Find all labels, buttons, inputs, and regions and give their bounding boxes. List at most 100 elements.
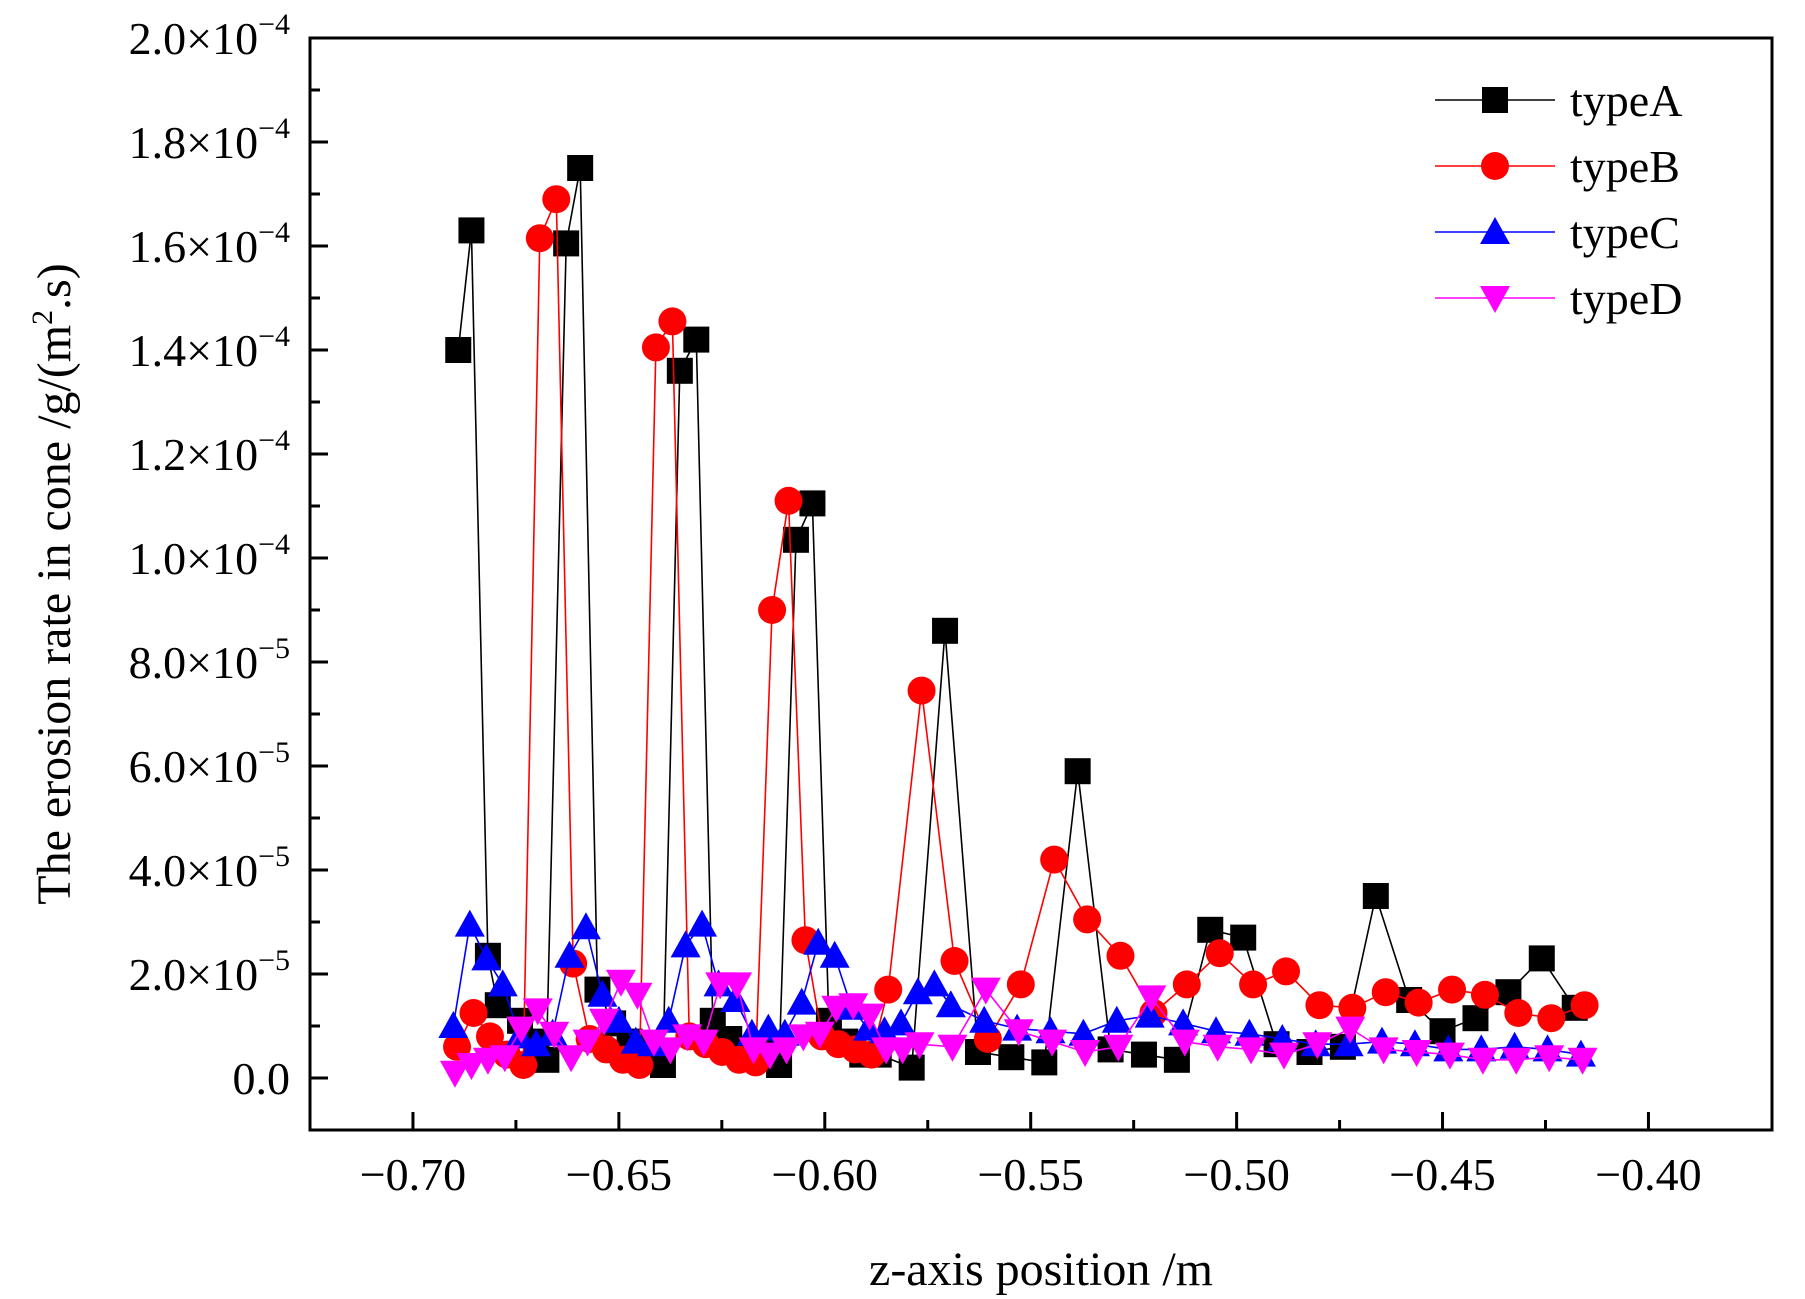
y-tick-label: 6.0×10−5 <box>129 736 290 792</box>
x-tick-label: −0.55 <box>977 1149 1083 1200</box>
data-point-typeA-37 <box>1230 924 1257 951</box>
data-point-typeD-27 <box>887 1037 918 1065</box>
data-point-typeC-22 <box>803 927 834 955</box>
data-point-typeC-19 <box>753 1013 784 1041</box>
y-tick-label: 1.4×10−4 <box>129 320 290 376</box>
series-typeD <box>439 969 1598 1088</box>
data-point-typeB-4 <box>509 1051 538 1079</box>
data-point-typeD-7 <box>556 1045 587 1073</box>
y-tick-exponent: −4 <box>258 112 290 145</box>
data-point-typeD-3 <box>489 1045 520 1073</box>
data-point-typeB-42 <box>1404 988 1433 1017</box>
data-point-typeD-0 <box>439 1060 470 1088</box>
y-tick-exponent: −4 <box>258 216 290 249</box>
data-point-typeA-41 <box>1362 883 1389 909</box>
data-point-typeD-19 <box>755 1042 786 1070</box>
data-point-typeA-36 <box>1197 916 1224 943</box>
data-point-typeD-22 <box>804 1021 835 1049</box>
data-point-typeB-1 <box>459 999 488 1027</box>
data-point-typeA-21 <box>782 526 809 553</box>
data-point-typeD-1 <box>456 1053 487 1080</box>
data-point-typeB-39 <box>1305 991 1334 1020</box>
data-point-typeB-35 <box>1172 970 1201 999</box>
data-point-typeB-46 <box>1537 1004 1566 1033</box>
data-point-typeB-2 <box>475 1022 504 1051</box>
data-point-typeA-28 <box>932 617 959 644</box>
data-point-typeC-2 <box>471 943 502 971</box>
data-point-typeC-0 <box>438 1011 469 1038</box>
series-typeB <box>443 185 1599 1079</box>
data-point-typeB-26 <box>874 975 903 1004</box>
data-point-typeA-34 <box>1130 1041 1157 1068</box>
data-point-typeA-30 <box>998 1044 1025 1071</box>
data-point-typeB-41 <box>1371 978 1400 1007</box>
data-point-typeB-30 <box>1006 970 1035 999</box>
data-point-typeA-1 <box>458 217 485 244</box>
data-point-typeC-9 <box>587 979 618 1007</box>
y-tick-mantissa: 1.6×10 <box>129 221 258 272</box>
data-point-typeB-38 <box>1272 957 1301 986</box>
y-tick-mantissa: 6.0×10 <box>129 741 258 792</box>
y-tick-mantissa: 2.0×10 <box>129 13 258 64</box>
y-tick-label: 8.0×10−5 <box>129 632 290 688</box>
data-point-typeC-28 <box>902 977 933 1005</box>
data-point-typeD-20 <box>771 1037 802 1065</box>
data-point-typeD-5 <box>522 998 553 1026</box>
data-point-typeD-39 <box>1268 1042 1299 1070</box>
legend-label-typeA: typeA <box>1570 75 1682 126</box>
y-tick-label: 0.0 <box>233 1053 291 1104</box>
data-point-typeD-6 <box>539 1021 570 1049</box>
data-point-typeB-43 <box>1438 975 1467 1004</box>
x-tick-label: −0.50 <box>1183 1149 1289 1200</box>
data-point-typeA-43 <box>1429 1018 1456 1045</box>
data-point-typeA-0 <box>445 337 472 363</box>
y-tick-mantissa: 1.2×10 <box>129 429 258 480</box>
data-point-typeB-32 <box>1073 905 1102 934</box>
data-point-typeB-40 <box>1338 993 1367 1022</box>
data-point-typeC-8 <box>570 912 601 940</box>
data-point-typeD-35 <box>1136 985 1167 1013</box>
legend-label-typeC: typeC <box>1570 207 1680 258</box>
legend-marker-typeC <box>1480 217 1510 244</box>
data-point-typeB-28 <box>940 947 969 975</box>
data-point-typeD-8 <box>572 1029 603 1057</box>
series-layer <box>438 155 1599 1088</box>
x-tick-label: −0.70 <box>360 1149 466 1200</box>
data-point-typeC-29 <box>919 969 950 997</box>
data-point-typeC-21 <box>786 987 817 1015</box>
data-point-typeC-15 <box>687 909 718 937</box>
data-point-typeC-14 <box>670 930 701 958</box>
y-tick-label: 2.0×10−5 <box>129 944 290 1000</box>
data-point-typeC-1 <box>454 909 485 937</box>
data-point-typeD-11 <box>622 982 653 1010</box>
plot-frame <box>308 36 1774 1132</box>
data-point-typeB-6 <box>542 185 571 214</box>
y-tick-exponent: −4 <box>258 320 290 353</box>
series-line-typeA <box>457 167 1576 1069</box>
data-point-typeB-47 <box>1570 991 1599 1020</box>
data-point-typeD-12 <box>638 1029 669 1057</box>
data-point-typeB-33 <box>1106 941 1135 970</box>
data-point-typeB-37 <box>1239 970 1268 999</box>
data-point-typeB-45 <box>1504 999 1533 1027</box>
x-axis-label: z-axis position /m <box>869 1243 1213 1296</box>
data-point-typeA-8 <box>567 155 594 181</box>
data-point-typeD-47 <box>1534 1045 1565 1073</box>
data-point-typeD-40 <box>1302 1032 1333 1060</box>
data-point-typeD-41 <box>1335 1016 1366 1044</box>
data-point-typeB-31 <box>1040 845 1069 874</box>
data-point-typeC-30 <box>935 990 966 1018</box>
legend-item-typeB: typeB <box>1435 141 1680 192</box>
data-point-typeC-27 <box>885 1008 916 1036</box>
data-point-typeD-38 <box>1236 1037 1267 1065</box>
data-point-typeA-46 <box>1528 945 1555 972</box>
data-point-typeB-12 <box>641 333 670 362</box>
data-point-typeA-44 <box>1462 1005 1489 1032</box>
data-point-typeD-33 <box>1070 1040 1101 1067</box>
data-point-typeC-5 <box>521 1029 552 1057</box>
data-point-typeB-13 <box>658 307 687 336</box>
data-point-typeD-10 <box>605 969 636 997</box>
data-point-typeD-28 <box>904 1032 935 1060</box>
legend-marker-typeA <box>1482 87 1508 113</box>
